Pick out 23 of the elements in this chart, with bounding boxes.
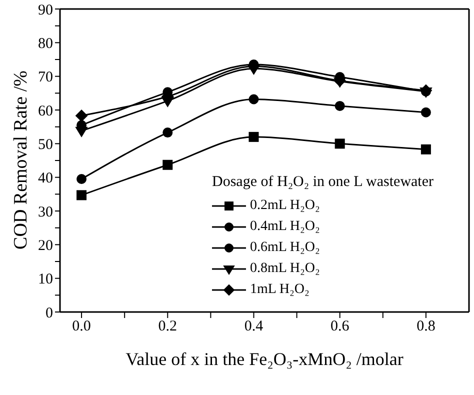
legend-label: 0.2mL H₂O₂ — [250, 197, 320, 215]
y-tick-label: 50 — [38, 136, 53, 153]
x-tick-label: 0.4 — [244, 318, 264, 335]
x-tick-label: 0.2 — [158, 318, 178, 335]
legend-label: 0.6mL H₂O₂ — [250, 239, 320, 257]
y-tick-label: 60 — [38, 103, 53, 120]
y-tick-label: 30 — [38, 204, 53, 220]
x-tick-label: 0.0 — [72, 318, 91, 335]
x-tick-label: 0.6 — [330, 318, 350, 335]
y-tick-label: 0 — [46, 305, 53, 322]
x-axis-title: Value of x in the Fe₂O₃-xMnO₂ /molar — [126, 349, 404, 369]
y-tick-label: 80 — [38, 36, 53, 52]
y-axis-title: COD Removal Rate /% — [10, 70, 32, 250]
legend-label: 0.4mL H₂O₂ — [250, 218, 320, 236]
y-tick-label: 10 — [38, 272, 53, 288]
legend-label: 1mL H₂O₂ — [250, 281, 310, 299]
legend-label: 0.8mL H₂O₂ — [250, 260, 320, 278]
y-tick-label: 70 — [38, 70, 53, 86]
legend-title: Dosage of H₂O₂ in one L wastewater — [212, 173, 434, 192]
y-tick-label: 90 — [38, 2, 53, 18]
x-tick-label: 0.8 — [416, 318, 436, 335]
y-tick-label: 40 — [38, 170, 53, 187]
y-tick-label: 20 — [38, 238, 53, 254]
